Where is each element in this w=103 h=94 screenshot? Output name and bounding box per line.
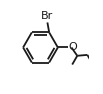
Text: Br: Br [41, 11, 53, 21]
Text: O: O [68, 42, 77, 52]
